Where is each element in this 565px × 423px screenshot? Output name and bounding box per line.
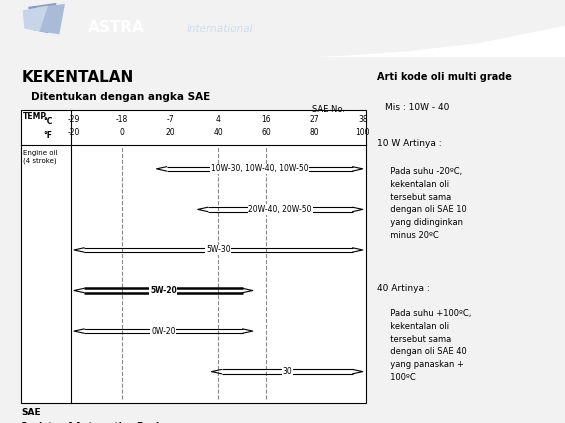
Text: -29: -29 [68, 115, 80, 124]
Text: 38: 38 [358, 115, 368, 124]
Text: 40 Artinya :: 40 Artinya : [377, 284, 429, 293]
Text: 100: 100 [355, 129, 370, 137]
Text: Pada suhu -20ºC,
  kekentalan oli
  tersebut sama
  dengan oli SAE 10
  yang did: Pada suhu -20ºC, kekentalan oli tersebut… [385, 167, 467, 240]
Text: 4: 4 [216, 115, 221, 124]
Text: Ditentukan dengan angka SAE: Ditentukan dengan angka SAE [31, 92, 210, 102]
Text: Engine oil
(4 stroke): Engine oil (4 stroke) [23, 151, 58, 164]
Text: 0: 0 [120, 129, 124, 137]
Text: °C: °C [43, 117, 53, 126]
Text: Mis : 10W - 40: Mis : 10W - 40 [385, 103, 450, 112]
Text: 20: 20 [166, 129, 175, 137]
Text: 20W-40, 20W-50: 20W-40, 20W-50 [249, 205, 312, 214]
Text: 27: 27 [310, 115, 319, 124]
Polygon shape [23, 6, 48, 31]
Text: 10W-30, 10W-40, 10W-50: 10W-30, 10W-40, 10W-50 [211, 165, 308, 173]
Text: 40: 40 [214, 129, 223, 137]
Text: 0W-20: 0W-20 [151, 327, 176, 335]
Text: -7: -7 [167, 115, 174, 124]
Text: Arti kode oli multi grade: Arti kode oli multi grade [377, 72, 512, 82]
Text: 60: 60 [262, 129, 271, 137]
Text: 5W-20: 5W-20 [150, 286, 177, 295]
Polygon shape [311, 26, 565, 57]
Text: SAE
Society of Automotive Engineer: SAE Society of Automotive Engineer [21, 408, 183, 423]
Text: 10 W Artinya :: 10 W Artinya : [377, 140, 441, 148]
FancyBboxPatch shape [21, 110, 366, 403]
Text: °F: °F [43, 131, 52, 140]
Text: KEKENTALAN: KEKENTALAN [21, 70, 134, 85]
Text: 80: 80 [310, 129, 319, 137]
Text: 5W-30: 5W-30 [206, 245, 231, 255]
Polygon shape [28, 3, 56, 33]
Text: SAE No.: SAE No. [312, 105, 345, 114]
Text: international: international [186, 24, 253, 33]
Text: TEMP.: TEMP. [23, 112, 49, 121]
Text: Pada suhu +100ºC,
  kekentalan oli
  tersebut sama
  dengan oli SAE 40
  yang pa: Pada suhu +100ºC, kekentalan oli tersebu… [385, 309, 472, 382]
Polygon shape [37, 4, 65, 34]
Text: 30: 30 [282, 367, 292, 376]
Text: -18: -18 [116, 115, 128, 124]
Text: ASTRA: ASTRA [88, 20, 144, 35]
Text: -20: -20 [68, 129, 80, 137]
Text: 16: 16 [262, 115, 271, 124]
